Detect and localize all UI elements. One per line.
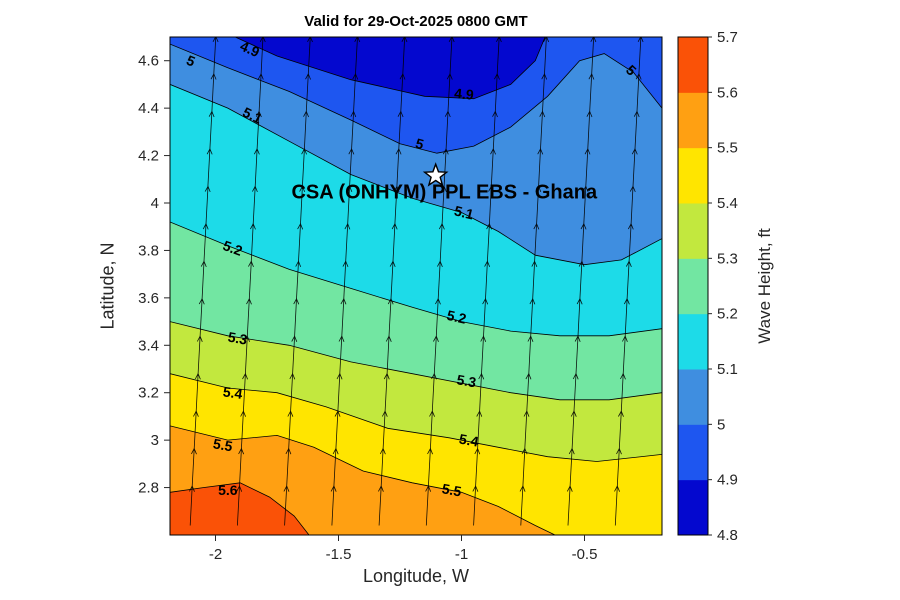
y-tick-label: 3.8	[138, 242, 159, 259]
contour-value-label: 5.1	[240, 104, 265, 127]
wave-direction-arrow	[401, 37, 408, 76]
wave-direction-arrow	[496, 37, 502, 76]
x-tick-label: -1	[455, 546, 468, 563]
x-tick-label: -0.5	[572, 546, 598, 563]
contour-line-5.2	[170, 221, 662, 337]
contour-value-label: 4.9	[238, 38, 262, 61]
y-tick-label: 4.4	[138, 100, 159, 117]
wave-direction-arrow	[590, 37, 597, 76]
colorbar-tick-label: 5.4	[717, 195, 738, 212]
wave-direction-arrow	[307, 37, 313, 76]
colorbar-tick-label: 5.3	[717, 250, 738, 267]
colorbar-tick-label: 5	[717, 416, 725, 433]
contour-band-4.9	[235, 37, 546, 99]
colorbar-tick-label: 5.7	[717, 29, 738, 46]
contour-value-label: 5.6	[218, 482, 238, 498]
colorbar-frame	[677, 36, 709, 536]
colorbar-tick-label: 4.9	[717, 472, 738, 489]
site-star-marker	[422, 162, 449, 187]
contour-line-5.1	[170, 84, 662, 266]
quiver-arrows	[189, 37, 677, 526]
wave-direction-arrow	[664, 449, 669, 488]
x-tick-label: -2	[209, 546, 222, 563]
contour-value-label: 5.1	[453, 202, 476, 222]
y-axis-label: Latitude, N	[97, 242, 118, 330]
wave-direction-arrow	[354, 37, 361, 76]
contour-map: 54.94.9555.15.15.25.25.35.35.45.45.55.55…	[170, 37, 677, 535]
y-tick-label: 3.6	[138, 290, 159, 307]
contour-value-label: 5.4	[458, 431, 480, 450]
wave-direction-arrow	[637, 37, 644, 76]
colorbar-band	[678, 147, 708, 204]
contour-value-label: 5.2	[221, 237, 245, 259]
colorbar-band	[678, 424, 708, 481]
colorbar-tick-label: 5.1	[717, 361, 738, 378]
colorbar-band	[678, 203, 708, 259]
x-tick-label: -1.5	[326, 546, 352, 563]
y-tick-label: 4	[151, 195, 159, 212]
contour-value-label: 5.3	[455, 371, 477, 390]
colorbar-band	[678, 479, 708, 536]
contour-line-5.6	[170, 482, 310, 535]
colorbar-band	[678, 258, 708, 315]
wave-direction-arrow	[672, 299, 677, 338]
y-tick-label: 3.4	[138, 337, 159, 354]
y-tick-label: 3.2	[138, 385, 159, 402]
contour-value-label: 5.5	[441, 480, 463, 499]
plot-title: Valid for 29-Oct-2025 0800 GMT	[304, 13, 528, 30]
y-tick-label: 4.6	[138, 53, 159, 70]
colorbar-tick-label: 5.2	[717, 306, 738, 323]
wave-direction-arrow	[666, 411, 671, 450]
colorbar-band	[678, 313, 708, 370]
colorbar-band	[678, 92, 708, 149]
colorbar-tick-label: 5.6	[717, 84, 738, 101]
contour-value-label: 5.2	[445, 307, 468, 327]
wave-direction-arrow	[670, 336, 675, 375]
contour-value-label: 5.4	[222, 383, 244, 402]
x-axis-label: Longitude, W	[362, 566, 470, 586]
wave-direction-arrow	[668, 374, 673, 413]
contour-line-4.9	[235, 37, 546, 100]
wave-direction-arrow	[448, 37, 455, 76]
y-tick-label: 3	[151, 432, 159, 449]
contour-value-label: 5	[414, 135, 426, 153]
colorbar-tick-label: 5.5	[717, 140, 738, 157]
contour-value-label: 4.9	[454, 85, 475, 103]
y-tick-label: 2.8	[138, 480, 159, 497]
wave-direction-arrow	[543, 37, 550, 76]
contour-line-5.5	[170, 425, 556, 535]
colorbar-tick-label: 4.8	[717, 527, 738, 544]
y-tick-label: 4.2	[138, 148, 159, 165]
wave-direction-arrow	[259, 37, 266, 76]
colorbar-band	[678, 369, 708, 425]
wave-direction-arrow	[212, 37, 219, 76]
contour-value-label: 5.5	[212, 435, 234, 454]
contour-line-5	[170, 43, 662, 154]
contour-line-5.4	[170, 373, 662, 462]
axes-frame	[169, 36, 663, 536]
colorbar-band	[678, 37, 708, 93]
site-annotation: CSA (ONHYM) PPL EBS - Ghana	[291, 181, 597, 203]
contour-value-label: 5.3	[227, 329, 249, 348]
contour-band-5.6	[170, 482, 309, 535]
colorbar-label: Wave Height, ft	[755, 228, 774, 344]
contour-line-5.3	[170, 321, 662, 401]
